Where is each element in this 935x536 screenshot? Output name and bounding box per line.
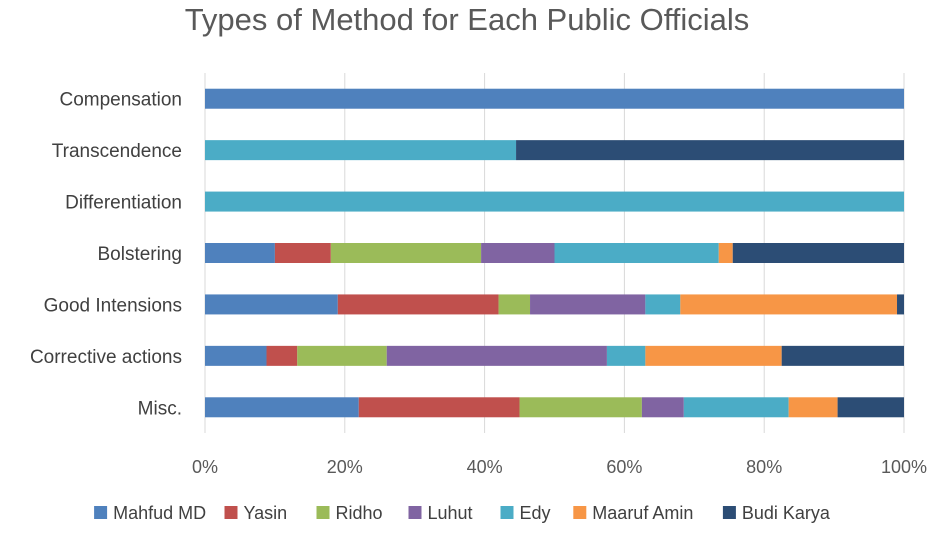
- category-label: Compensation: [59, 90, 182, 111]
- bar-segment: [519, 397, 642, 418]
- legend-item: Yasin: [224, 503, 288, 523]
- legend-label: Maaruf Amin: [592, 503, 693, 523]
- legend-label: Mahfud MD: [113, 503, 206, 523]
- legend-swatch: [224, 506, 238, 519]
- legend-label: Ridho: [336, 503, 383, 523]
- x-tick-label: 20%: [327, 457, 363, 477]
- legend-item: Budi Karya: [722, 503, 831, 523]
- legend-label: Budi Karya: [742, 503, 831, 523]
- bar-segment: [897, 294, 904, 315]
- x-tick-label: 0%: [192, 457, 218, 477]
- legend-swatch: [573, 506, 587, 519]
- legend-label: Edy: [520, 503, 551, 523]
- legend-swatch: [722, 506, 736, 519]
- bar-segment: [330, 243, 482, 263]
- bar-segment: [781, 345, 904, 366]
- bar-segment: [266, 345, 298, 366]
- legend: Mahfud MD Yasin Ridho Luhut Edy Maaruf Amin Bu…: [94, 503, 831, 523]
- category-label: Bolstering: [98, 244, 183, 265]
- bar-segment: [205, 397, 359, 418]
- bar-segment: [516, 140, 904, 161]
- bar-segment: [645, 345, 782, 366]
- category-label: Good Intensions: [44, 295, 182, 316]
- bar-segment: [732, 243, 904, 263]
- chart-title: Types of Method for Each Public Official…: [185, 2, 750, 37]
- bar-segment: [205, 88, 904, 109]
- x-tick-label: 80%: [746, 457, 782, 477]
- bar-segment: [837, 397, 904, 418]
- bar-segment: [205, 345, 267, 366]
- legend-item: Mahfud MD: [94, 503, 206, 523]
- bar-segment: [498, 294, 531, 315]
- bar-segment: [205, 140, 517, 161]
- category-label: Transcendence: [52, 141, 182, 162]
- bar-segment: [337, 294, 499, 315]
- bar-segment: [205, 243, 275, 263]
- category-label: Corrective actions: [30, 347, 182, 368]
- bar-segment: [645, 294, 681, 315]
- bar-segment: [683, 397, 789, 418]
- x-tick-label: 40%: [467, 457, 503, 477]
- legend-item: Luhut: [408, 503, 473, 523]
- bars: [205, 88, 904, 418]
- legend-swatch: [408, 506, 422, 519]
- legend-item: Ridho: [316, 503, 383, 523]
- legend-swatch: [316, 506, 330, 519]
- category-label: Misc.: [138, 398, 182, 419]
- legend-label: Yasin: [244, 503, 288, 523]
- legend-label: Luhut: [428, 503, 473, 523]
- bar-segment: [718, 243, 733, 263]
- bar-segment: [554, 243, 719, 263]
- legend-item: Edy: [500, 503, 551, 523]
- x-tick-labels: 0% 20% 40% 60% 80% 100%: [192, 457, 927, 477]
- category-label: Differentiation: [65, 193, 182, 214]
- bar-segment: [205, 191, 904, 212]
- x-tick-label: 100%: [881, 457, 927, 477]
- legend-item: Maaruf Amin: [573, 503, 693, 523]
- bar-segment: [205, 294, 338, 315]
- legend-swatch: [500, 506, 514, 519]
- bar-segment: [386, 345, 607, 366]
- bar-segment: [530, 294, 646, 315]
- category-labels: Compensation Transcendence Differentiation…: [30, 90, 182, 420]
- bar-segment: [606, 345, 646, 366]
- x-tick-label: 60%: [606, 457, 642, 477]
- bar-segment: [481, 243, 555, 263]
- bar-segment: [274, 243, 331, 263]
- bar-segment: [680, 294, 898, 315]
- bar-segment: [297, 345, 387, 366]
- bar-segment: [641, 397, 684, 418]
- bar-segment: [788, 397, 838, 418]
- legend-swatch: [94, 506, 108, 519]
- bar-segment: [358, 397, 520, 418]
